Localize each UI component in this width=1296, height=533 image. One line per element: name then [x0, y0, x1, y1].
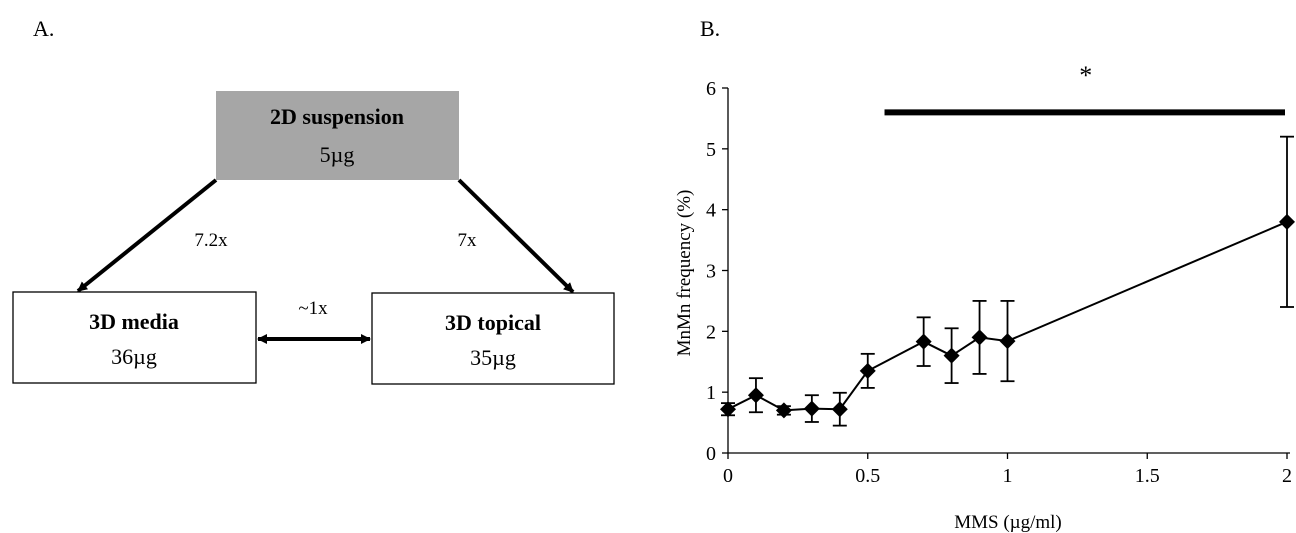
data-point — [971, 329, 988, 346]
y-tick-label: 6 — [706, 78, 716, 100]
data-point — [831, 401, 848, 418]
data-point — [915, 333, 932, 350]
data-point — [859, 362, 876, 379]
box-3d-topical: 3D topical 35µg — [371, 292, 615, 385]
panel-a-label: A. — [33, 16, 54, 41]
box-3d-topical-value: 35µg — [470, 345, 516, 370]
box-3d-media-title: 3D media — [89, 309, 179, 334]
data-point — [999, 333, 1016, 350]
x-tick-label: 0 — [723, 465, 733, 487]
box-3d-media-rect — [12, 291, 257, 384]
box-2d-suspension-title: 2D suspension — [270, 104, 404, 129]
significance-label: * — [1079, 61, 1092, 90]
y-tick-label: 0 — [706, 443, 716, 465]
data-point — [803, 400, 820, 417]
ratio-right-label: 7x — [458, 230, 478, 251]
data-point — [720, 401, 736, 418]
ratio-left-label: 7.2x — [194, 230, 228, 251]
data-point — [943, 347, 960, 364]
panel-b: B. 0 1 2 3 4 5 6 0 0.5 1 1.5 2 * MMS (µg/ml) MnMn fr… — [674, 16, 1295, 533]
box-3d-media-value: 36µg — [111, 344, 157, 369]
x-tick-label: 2 — [1282, 465, 1292, 487]
box-3d-topical-title: 3D topical — [445, 310, 541, 335]
box-2d-suspension: 2D suspension 5µg — [216, 91, 459, 180]
x-axis-title: MMS (µg/ml) — [954, 512, 1062, 533]
y-tick-label: 1 — [706, 382, 716, 404]
chart-plot-area: 0 1 2 3 4 5 6 0 0.5 1 1.5 2 * — [706, 61, 1295, 487]
data-point — [775, 402, 792, 419]
data-point — [1279, 213, 1295, 230]
panel-b-label: B. — [700, 16, 720, 41]
x-tick-label: 1 — [1003, 465, 1013, 487]
x-tick-label: 0.5 — [855, 465, 880, 487]
box-3d-media: 3D media 36µg — [12, 291, 257, 384]
x-tick-label: 1.5 — [1135, 465, 1160, 487]
y-tick-label: 4 — [706, 200, 716, 222]
panel-a: A. 2D suspension 5µg 3D media 36µg 3D to… — [12, 16, 615, 385]
data-point — [747, 387, 764, 404]
box-3d-topical-rect — [371, 292, 615, 385]
y-tick-label: 2 — [706, 321, 716, 343]
y-tick-label: 5 — [706, 139, 716, 161]
arrow-to-3d-media — [76, 178, 218, 293]
y-tick-label: 3 — [706, 261, 716, 283]
ratio-middle-label: ~1x — [298, 298, 328, 319]
y-axis-title: MnMn frequency (%) — [674, 190, 695, 357]
box-2d-suspension-value: 5µg — [320, 142, 355, 167]
arrow-to-3d-topical — [457, 178, 575, 294]
box-2d-suspension-rect — [216, 91, 459, 180]
